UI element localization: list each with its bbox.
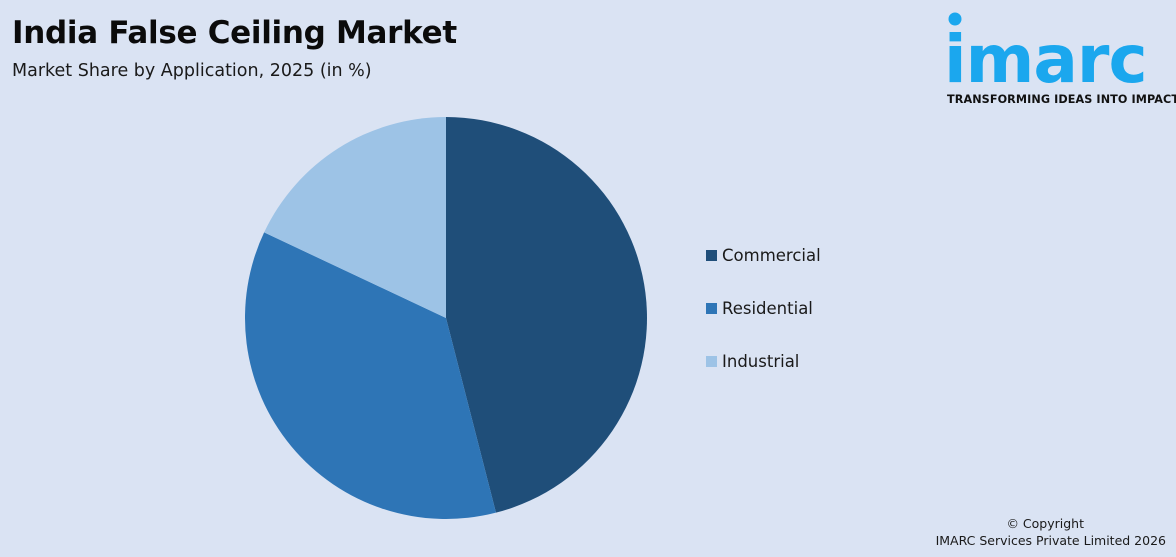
legend-swatch-icon	[706, 249, 717, 261]
chart-title: India False Ceiling Market	[12, 15, 457, 51]
legend-label: Residential	[722, 298, 813, 318]
legend-swatch-icon	[706, 355, 717, 367]
chart-subtitle: Market Share by Application, 2025 (in %)	[12, 61, 372, 81]
legend-label: Commercial	[722, 245, 821, 265]
legend-item-commercial: Commercial	[706, 243, 821, 267]
copyright-text: © Copyright	[1006, 516, 1084, 531]
chart-legend: Commercial Residential Industrial	[706, 243, 821, 402]
legend-item-industrial: Industrial	[706, 349, 821, 373]
legend-label: Industrial	[722, 351, 800, 371]
company-text: IMARC Services Private Limited 2026	[935, 533, 1166, 548]
legend-item-residential: Residential	[706, 296, 821, 320]
legend-swatch-icon	[706, 302, 717, 314]
pie-slice-industrial	[264, 117, 446, 318]
imarc-logo: imarc	[944, 10, 1174, 110]
pie-chart	[244, 117, 647, 519]
imarc-wordmark-icon: imarc	[944, 12, 1148, 90]
copyright-footer: © Copyright IMARC Services Private Limit…	[936, 515, 1166, 549]
pie-slice-commercial	[446, 117, 647, 513]
logo-text: imarc	[944, 21, 1147, 90]
pie-slice-residential	[244, 232, 496, 519]
logo-tagline: TRANSFORMING IDEAS INTO IMPACT	[947, 93, 1176, 106]
